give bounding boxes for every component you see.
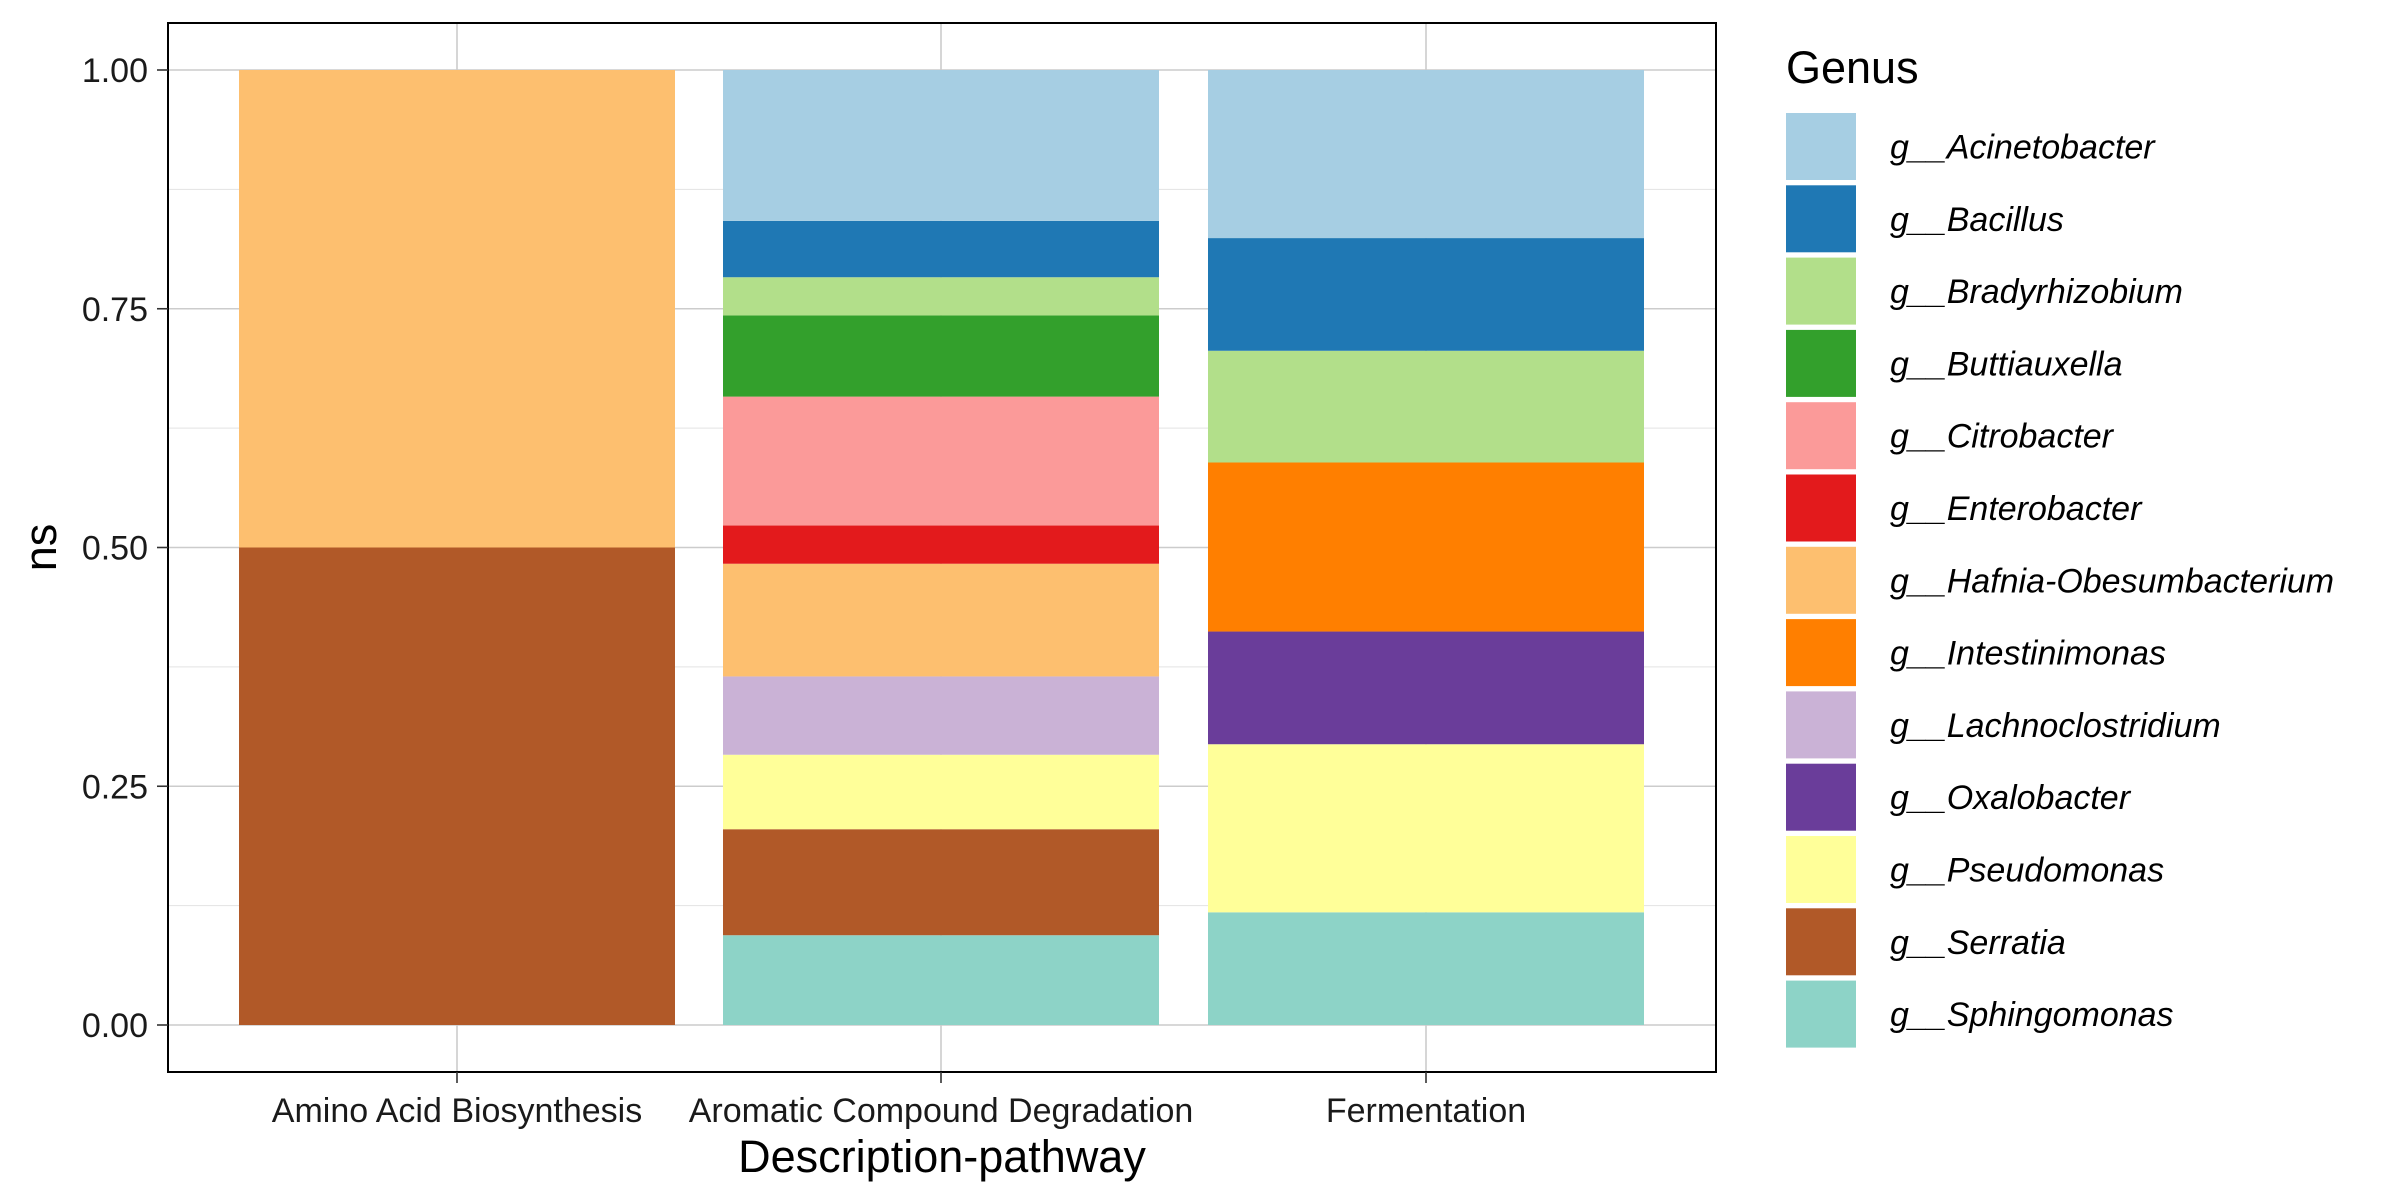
bar-segment-pseudomonas: [723, 754, 1159, 830]
legend-key-bacillus: [1786, 185, 1856, 253]
legend-key-lachnoclostridium: [1786, 691, 1856, 759]
bar-segment-bacillus: [723, 220, 1159, 278]
y-tick-label: 0.25: [82, 768, 148, 806]
legend: g__Acinetobacter g__Bacillus g__Bradyrhizo…: [1786, 113, 2334, 1048]
bar-segment-lachnoclostridium: [723, 676, 1159, 755]
legend-key-serratia: [1786, 908, 1856, 976]
legend-key-buttiauxella: [1786, 329, 1856, 397]
y-tick-label: 1.00: [82, 52, 148, 90]
legend-label: g__Buttiauxella: [1890, 345, 2123, 383]
bar-segment-citrobacter: [723, 396, 1159, 526]
legend-key-citrobacter: [1786, 402, 1856, 470]
bar-segment-enterobacter: [723, 525, 1159, 564]
legend-key-acinetobacter: [1786, 113, 1856, 180]
bar-segment-hafnia-obesumbacterium: [239, 70, 675, 548]
bar-segment-serratia: [239, 547, 675, 1025]
y-axis-title: ns: [15, 524, 66, 572]
legend-key-bradyrhizobium: [1786, 257, 1856, 325]
legend-key-hafnia-obesumbacterium: [1786, 546, 1856, 614]
legend-label: g__Intestinimonas: [1890, 635, 2166, 673]
bar-segment-serratia: [723, 829, 1159, 936]
bar-segment-bacillus: [1208, 238, 1644, 351]
legend-label: g__Acinetobacter: [1890, 129, 2156, 167]
bar-segment-pseudomonas: [1208, 744, 1644, 913]
bar-segment-hafnia-obesumbacterium: [723, 563, 1159, 677]
y-tick-label: 0.75: [82, 291, 148, 329]
legend-label: g__Oxalobacter: [1890, 779, 2132, 817]
legend-key-pseudomonas: [1786, 836, 1856, 903]
bar-segment-oxalobacter: [1208, 631, 1644, 745]
x-axis-title: Description-pathway: [738, 1131, 1146, 1182]
legend-label: g__Sphingomonas: [1890, 996, 2174, 1034]
bar-segment-buttiauxella: [723, 315, 1159, 397]
x-tick-label: Fermentation: [1326, 1092, 1526, 1130]
y-tick-label: 0.50: [82, 530, 148, 568]
legend-label: g__Lachnoclostridium: [1890, 707, 2221, 745]
legend-title: Genus: [1786, 42, 1919, 93]
legend-label: g__Hafnia-Obesumbacterium: [1890, 562, 2334, 600]
legend-key-enterobacter: [1786, 474, 1856, 542]
legend-label: g__Bradyrhizobium: [1890, 273, 2183, 311]
bar-segment-sphingomonas: [723, 935, 1159, 1025]
bars: [239, 70, 1644, 1025]
legend-label: g__Bacillus: [1890, 201, 2064, 239]
bar-segment-acinetobacter: [1208, 70, 1644, 239]
bar-segment-bradyrhizobium: [1208, 350, 1644, 463]
x-tick-label: Amino Acid Biosynthesis: [272, 1092, 642, 1130]
legend-label: g__Pseudomonas: [1890, 852, 2164, 890]
legend-label: g__Citrobacter: [1890, 418, 2115, 456]
legend-key-oxalobacter: [1786, 763, 1856, 831]
legend-label: g__Enterobacter: [1890, 490, 2143, 528]
legend-key-sphingomonas: [1786, 980, 1856, 1048]
axes: 0.00 0.25 0.50 0.75 1.00 Amino Acid Biosynthe…: [82, 52, 1526, 1130]
x-tick-label: Aromatic Compound Degradation: [689, 1092, 1194, 1130]
bar-segment-acinetobacter: [723, 70, 1159, 221]
legend-key-intestinimonas: [1786, 619, 1856, 687]
bar-segment-bradyrhizobium: [723, 277, 1159, 316]
legend-label: g__Serratia: [1890, 924, 2066, 962]
bar-segment-intestinimonas: [1208, 462, 1644, 632]
bar-segment-sphingomonas: [1208, 912, 1644, 1025]
y-tick-label: 0.00: [82, 1007, 148, 1045]
